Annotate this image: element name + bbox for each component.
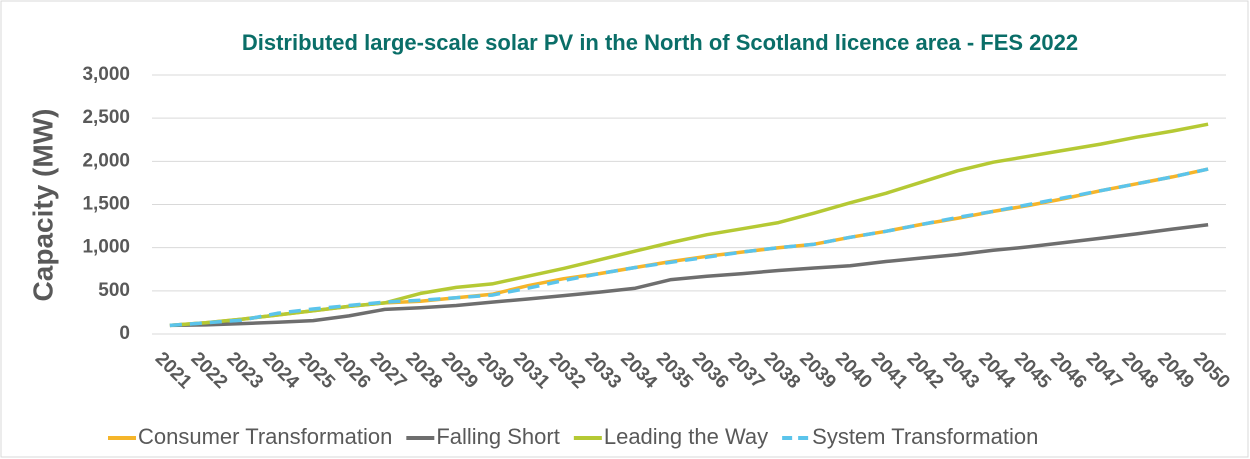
legend-label: System Transformation xyxy=(812,424,1038,449)
series-line xyxy=(169,223,1209,328)
y-tick-label: 2,000 xyxy=(82,150,130,171)
legend-label: Falling Short xyxy=(436,424,560,449)
y-tick-label: 3,000 xyxy=(82,64,130,85)
y-tick-label: 1,000 xyxy=(82,237,130,258)
legend-label: Consumer Transformation xyxy=(138,424,392,449)
y-tick-label: 2,500 xyxy=(82,107,130,128)
y-tick-label: 500 xyxy=(98,280,130,301)
y-axis-label: Capacity (MW) xyxy=(27,109,58,302)
y-tick-label: 1,500 xyxy=(82,194,130,215)
series-line xyxy=(169,167,1209,328)
series-line xyxy=(169,122,1209,328)
legend-label: Leading the Way xyxy=(604,424,768,449)
chart-title: Distributed large-scale solar PV in the … xyxy=(242,30,1078,55)
y-tick-label: 0 xyxy=(119,323,130,344)
